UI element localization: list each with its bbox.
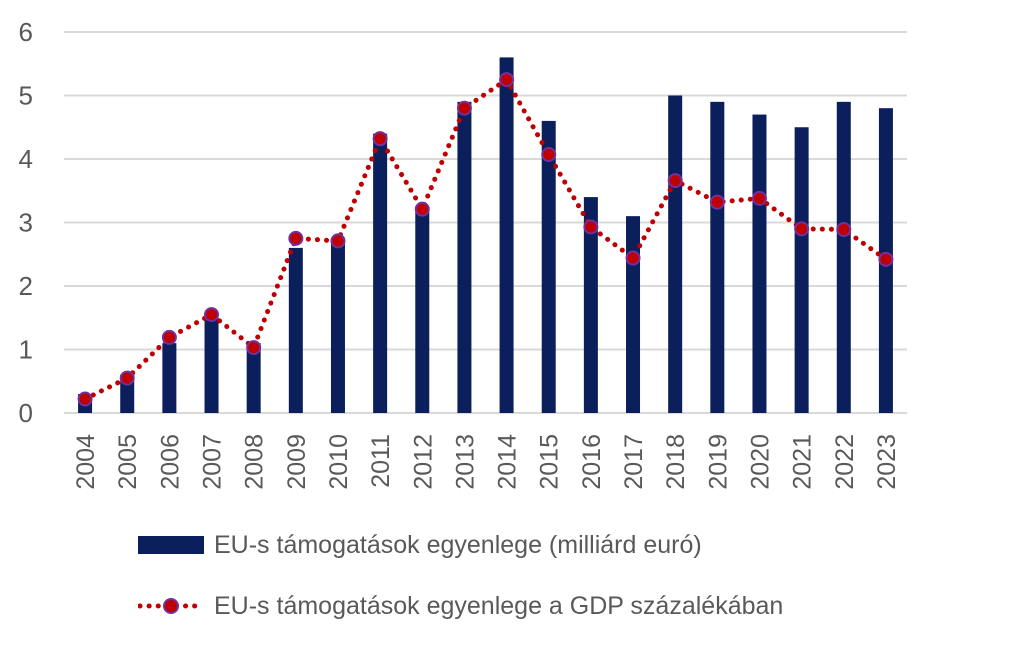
line-marker: [456, 100, 472, 116]
bar: [330, 241, 345, 413]
line-marker: [414, 201, 430, 217]
line-markers: [77, 72, 894, 407]
y-tick-label: 3: [19, 208, 33, 238]
x-tick-label: 2019: [704, 434, 732, 490]
y-tick-label: 0: [19, 398, 33, 428]
x-tick-label: 2021: [789, 434, 817, 490]
gridlines: [64, 31, 907, 414]
line-marker: [878, 251, 894, 267]
bar: [457, 101, 472, 413]
line-marker: [77, 391, 93, 407]
y-tick-label: 5: [19, 81, 33, 111]
bar: [499, 57, 514, 414]
bar: [752, 114, 767, 414]
bar: [626, 216, 641, 413]
y-tick-label: 2: [19, 271, 33, 301]
bar: [246, 343, 261, 413]
bar-series: [78, 57, 893, 414]
legend-label-bar: EU-s támogatások egyenlege (milliárd eur…: [214, 530, 702, 559]
bar: [794, 127, 809, 413]
y-axis-tick-labels: 0 1 2 3 4 5 6: [19, 17, 33, 428]
x-tick-label: 2009: [283, 434, 311, 490]
line-marker: [288, 230, 304, 246]
line-marker: [667, 173, 683, 189]
x-tick-label: 2012: [409, 434, 437, 490]
line-marker: [204, 307, 220, 323]
y-tick-label: 6: [19, 17, 33, 47]
x-tick-label: 2023: [873, 434, 901, 490]
line-marker: [161, 329, 177, 345]
x-tick-label: 2008: [241, 434, 269, 490]
x-tick-label: 2013: [451, 434, 479, 490]
legend-line-swatch: [138, 598, 204, 614]
bar: [162, 343, 177, 413]
legend-item-line: EU-s támogatások egyenlege a GDP százalé…: [138, 591, 783, 621]
y-tick-label: 4: [19, 144, 33, 174]
bar: [583, 197, 598, 413]
legend-bar-swatch: [138, 536, 204, 554]
line-marker: [836, 221, 852, 237]
bar: [373, 133, 388, 413]
x-tick-label: 2010: [325, 434, 353, 490]
bar: [204, 317, 219, 413]
line-marker: [709, 194, 725, 210]
line-marker: [541, 147, 557, 163]
line-marker: [119, 370, 135, 386]
bar: [415, 209, 430, 413]
line-marker: [625, 250, 641, 266]
line-marker: [794, 221, 810, 237]
line-marker: [583, 219, 599, 235]
x-tick-label: 2005: [114, 434, 142, 490]
x-tick-label: 2006: [156, 434, 184, 490]
x-tick-label: 2022: [831, 434, 859, 490]
line-marker: [751, 190, 767, 206]
y-tick-label: 1: [19, 335, 33, 365]
x-tick-label: 2007: [199, 434, 227, 490]
x-tick-label: 2004: [72, 434, 100, 490]
bar: [541, 120, 556, 414]
line-marker: [499, 72, 515, 88]
legend-label-line: EU-s támogatások egyenlege a GDP százalé…: [214, 591, 784, 620]
legend: EU-s támogatások egyenlege (milliárd eur…: [138, 530, 783, 652]
x-tick-label: 2016: [578, 434, 606, 490]
bar: [668, 95, 683, 413]
chart-svg: 0 1 2 3 4 5 6 2004 2005 2006 2007 2008 2009 2010 2011…: [19, 17, 907, 490]
legend-item-bar: EU-s támogatások egyenlege (milliárd eur…: [138, 530, 783, 560]
x-tick-label: 2018: [662, 434, 690, 490]
x-tick-label: 2020: [746, 434, 774, 490]
bar: [836, 101, 851, 413]
bar: [710, 101, 725, 413]
x-tick-label: 2011: [367, 434, 395, 488]
line-marker: [246, 340, 262, 356]
line-marker: [372, 131, 388, 147]
bar: [288, 247, 303, 413]
x-tick-label: 2015: [536, 434, 564, 490]
x-tick-label: 2017: [620, 434, 648, 490]
line-marker: [330, 233, 346, 249]
x-tick-label: 2014: [494, 434, 522, 490]
x-axis-tick-labels: 2004 2005 2006 2007 2008 2009 2010 2011 2012 2013…: [72, 434, 901, 490]
